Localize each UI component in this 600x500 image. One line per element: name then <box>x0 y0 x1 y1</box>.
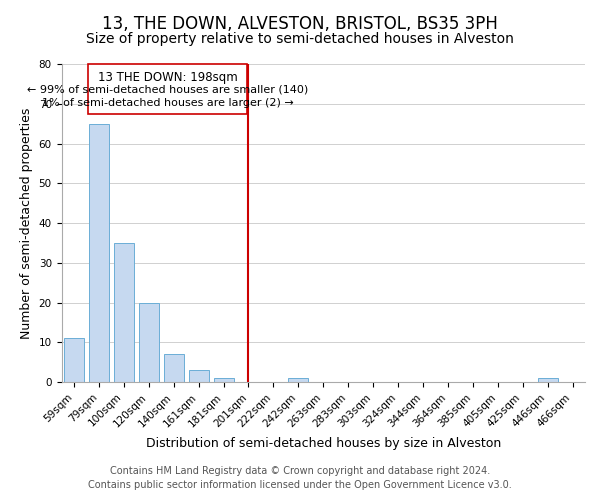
Bar <box>89 124 109 382</box>
Bar <box>214 378 233 382</box>
Bar <box>538 378 557 382</box>
Text: Contains HM Land Registry data © Crown copyright and database right 2024.
Contai: Contains HM Land Registry data © Crown c… <box>88 466 512 490</box>
Bar <box>164 354 184 382</box>
FancyBboxPatch shape <box>88 64 247 114</box>
Text: 13, THE DOWN, ALVESTON, BRISTOL, BS35 3PH: 13, THE DOWN, ALVESTON, BRISTOL, BS35 3P… <box>102 15 498 33</box>
Bar <box>114 243 134 382</box>
Bar <box>64 338 84 382</box>
X-axis label: Distribution of semi-detached houses by size in Alveston: Distribution of semi-detached houses by … <box>146 437 501 450</box>
Bar <box>139 302 159 382</box>
Text: 1% of semi-detached houses are larger (2) →: 1% of semi-detached houses are larger (2… <box>41 98 293 108</box>
Bar <box>289 378 308 382</box>
Text: Size of property relative to semi-detached houses in Alveston: Size of property relative to semi-detach… <box>86 32 514 46</box>
Y-axis label: Number of semi-detached properties: Number of semi-detached properties <box>20 108 33 338</box>
Bar <box>188 370 209 382</box>
Text: 13 THE DOWN: 198sqm: 13 THE DOWN: 198sqm <box>98 71 238 84</box>
Text: ← 99% of semi-detached houses are smaller (140): ← 99% of semi-detached houses are smalle… <box>27 84 308 94</box>
